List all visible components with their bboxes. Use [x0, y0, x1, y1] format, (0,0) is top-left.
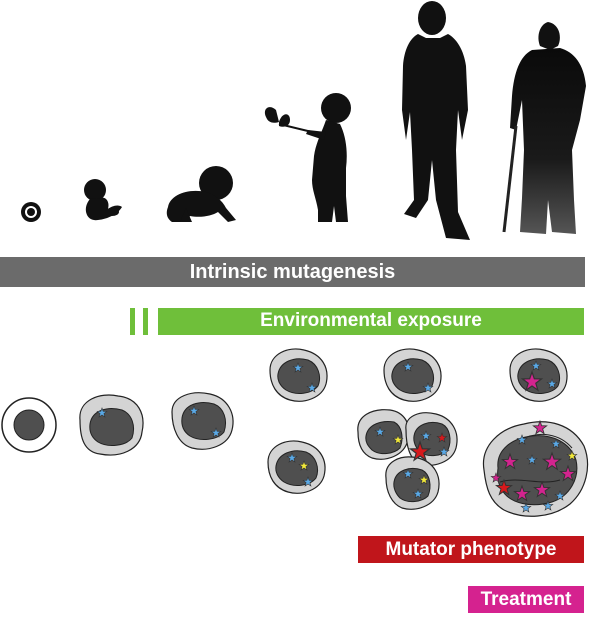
- treatment-bar: [468, 586, 584, 613]
- butterfly-icon: [264, 107, 313, 133]
- cell-cluster-mutator: [357, 409, 458, 510]
- cell-late-top: [383, 348, 442, 402]
- cell-mid-bottom: [267, 440, 326, 494]
- adult-man-icon: [402, 1, 470, 240]
- crawling-baby-icon: [166, 166, 236, 222]
- environmental-exposure-label: Environmental exposure: [260, 310, 482, 331]
- intrinsic-mutagenesis-bar: [0, 257, 585, 287]
- treatment-label: Treatment: [480, 589, 572, 610]
- cell-normal: [1, 397, 57, 453]
- cell-early-1: [79, 394, 144, 456]
- intrinsic-mutagenesis-label: Intrinsic mutagenesis: [189, 261, 396, 283]
- cell-early-2: [171, 392, 234, 450]
- toddler-icon: [306, 93, 351, 222]
- cell-mid-top: [269, 348, 328, 402]
- mutator-phenotype-bar: [358, 536, 584, 563]
- cell-late-treated: [509, 348, 568, 402]
- mutator-phenotype-label: Mutator phenotype: [385, 539, 557, 560]
- zygote-icon: [21, 202, 41, 222]
- cell-cluster-treated: [482, 420, 589, 517]
- fetus-icon: [84, 179, 122, 221]
- elderly-man-icon: [502, 22, 586, 234]
- environmental-exposure-bar: [130, 308, 584, 335]
